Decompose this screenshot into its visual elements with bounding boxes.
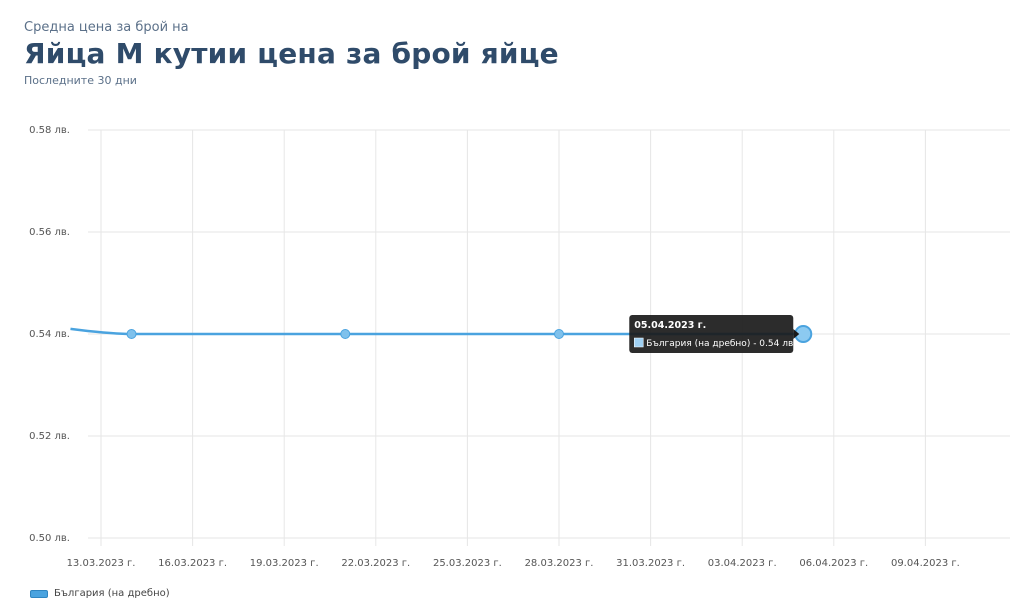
chart-grid — [88, 129, 1010, 546]
data-point[interactable] — [554, 329, 564, 339]
x-tick-label: 25.03.2023 г. — [433, 558, 502, 569]
series-layer — [70, 325, 813, 343]
tooltip-value: България (на дребно) - 0.54 лв. — [646, 339, 796, 349]
x-tick-label: 28.03.2023 г. — [525, 558, 594, 569]
series-line — [70, 327, 804, 336]
legend[interactable]: България (на дребно) — [30, 588, 170, 599]
x-axis: 13.03.2023 г. 16.03.2023 г. 19.03.2023 г. 2… — [67, 558, 960, 569]
x-tick-label: 19.03.2023 г. — [250, 558, 319, 569]
y-axis: 0.58 лв. 0.56 лв. 0.54 лв. 0.52 лв. 0.50 лв. — [29, 125, 70, 544]
tooltip-swatch — [634, 337, 644, 348]
data-point[interactable] — [340, 329, 351, 339]
legend-label: България (на дребно) — [54, 588, 170, 599]
x-tick-label: 31.03.2023 г. — [616, 558, 685, 569]
x-tick-label: 22.03.2023 г. — [341, 558, 410, 569]
chart-title: Яйца М кутии цена за брой яйце — [24, 37, 559, 70]
tooltip-date: 05.04.2023 г. — [634, 320, 706, 331]
x-tick-label: 03.04.2023 г. — [708, 558, 777, 569]
chart-header: Средна цена за брой на Яйца М кутии цена… — [24, 20, 559, 87]
y-tick-label: 0.52 лв. — [29, 431, 70, 442]
x-tick-label: 13.03.2023 г. — [67, 558, 136, 569]
y-tick-label: 0.58 лв. — [29, 125, 70, 136]
y-tick-label: 0.54 лв. — [29, 329, 70, 340]
chart-pretitle: Средна цена за брой на — [24, 20, 189, 35]
y-tick-label: 0.56 лв. — [29, 227, 70, 238]
x-tick-label: 16.03.2023 г. — [158, 558, 227, 569]
tooltip-arrow — [793, 329, 800, 339]
chart-subtitle: Последните 30 дни — [24, 74, 137, 87]
x-tick-label: 09.04.2023 г. — [891, 558, 960, 569]
tooltip: 05.04.2023 г. България (на дребно) - 0.54… — [629, 315, 800, 353]
tooltip-box — [629, 315, 794, 353]
y-tick-label: 0.50 лв. — [29, 533, 70, 544]
x-tick-label: 06.04.2023 г. — [799, 558, 868, 569]
data-point[interactable] — [126, 329, 137, 339]
legend-swatch — [30, 589, 48, 598]
